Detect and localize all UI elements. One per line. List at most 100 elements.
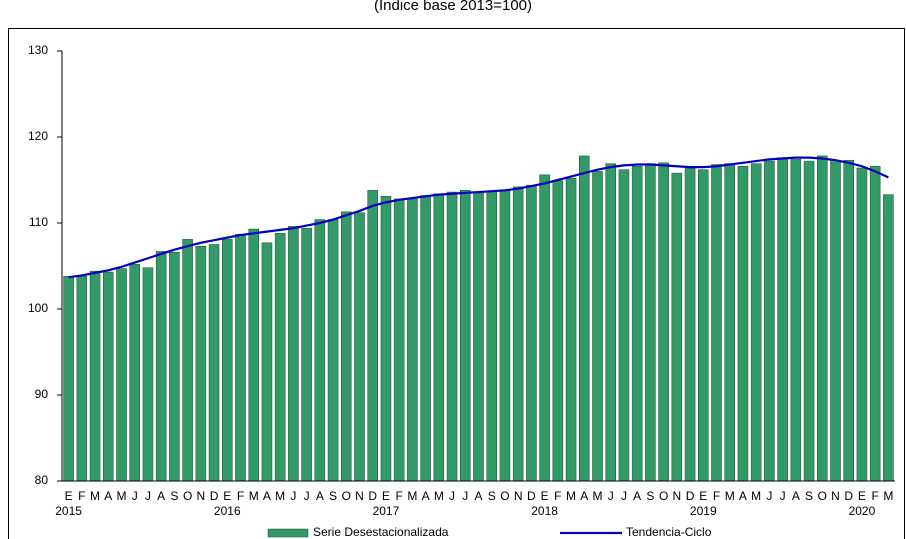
bar [407,198,418,482]
x-tick-label: F [713,489,720,503]
x-tick-label: M [883,489,893,503]
bar [750,163,762,482]
x-tick-label: N [196,489,205,503]
bar [486,190,497,482]
bar [341,211,352,482]
bar [856,167,868,482]
bar [777,157,788,482]
x-tick-label: M [90,489,100,503]
bar [129,264,140,482]
x-tick-label: N [831,489,840,503]
year-label: 2016 [214,504,241,518]
x-tick-label: D [686,489,695,503]
chart-frame [8,28,905,539]
bar [446,191,458,482]
bar [195,245,207,482]
bar [63,276,74,482]
bar [155,251,167,482]
x-tick-label: M [117,489,127,503]
x-tick-label: D [844,489,853,503]
x-tick-label: S [329,489,337,503]
x-tick-label: N [355,489,364,503]
bar [103,271,114,482]
y-tick-label: 100 [28,301,48,315]
bar [222,239,233,482]
x-tick-label: O [818,489,827,503]
x-tick-label: A [739,489,747,503]
x-tick-label: M [566,489,576,503]
x-tick-label: F [78,489,85,503]
x-tick-label: S [488,489,496,503]
bar [883,194,894,482]
bar [261,242,273,482]
bar [645,163,656,482]
bar [116,268,127,482]
x-tick-label: F [554,489,561,503]
bar [658,162,669,482]
bar [512,186,524,482]
x-tick-label: A [792,489,800,503]
x-tick-label: D [527,489,536,503]
x-tick-label: F [395,489,402,503]
x-tick-label: J [449,489,455,503]
x-tick-label: A [263,489,271,503]
bar [89,270,101,482]
x-tick-label: A [104,489,112,503]
year-label: 2015 [55,504,82,518]
x-tick-label: J [304,489,310,503]
bar [288,226,299,482]
x-tick-label: M [725,489,735,503]
bar [301,227,312,482]
bar [830,159,841,482]
legend-swatch [267,528,309,538]
bar [327,219,339,482]
bar [526,184,537,482]
bar [76,276,88,482]
x-tick-label: F [871,489,878,503]
bar [592,171,603,482]
y-tick-label: 80 [35,473,49,487]
x-tick-label: S [646,489,654,503]
x-tick-label: N [514,489,523,503]
bar [790,159,802,482]
bar [248,228,259,482]
y-tick-label: 90 [35,387,49,401]
y-tick-label: 120 [28,129,48,143]
year-label: 2017 [373,504,400,518]
x-tick-label: M [593,489,603,503]
bar [393,198,405,482]
bar [433,193,445,482]
x-tick-label: J [780,489,786,503]
bar [737,165,749,482]
x-tick-label: M [275,489,285,503]
bar [565,178,577,482]
bar [605,163,616,482]
x-tick-label: O [183,489,192,503]
x-tick-label: N [672,489,681,503]
bar [711,164,722,482]
x-tick-label: M [434,489,444,503]
x-tick-label: J [766,489,772,503]
bar [843,159,854,482]
x-tick-label: E [382,489,390,503]
year-label: 2018 [531,504,558,518]
year-label: 2020 [849,504,876,518]
x-tick-label: O [500,489,509,503]
x-tick-label: J [132,489,138,503]
x-tick-label: A [580,489,588,503]
bar [460,190,471,482]
bar [235,233,246,482]
bar [579,155,590,482]
bar [380,196,392,482]
x-tick-label: E [699,489,707,503]
x-tick-label: S [170,489,178,503]
x-tick-label: O [342,489,351,503]
x-tick-label: J [608,489,614,503]
y-tick-label: 130 [28,43,48,57]
bar [182,239,193,482]
year-label: 2019 [690,504,717,518]
x-tick-label: S [805,489,813,503]
x-tick-label: E [541,489,549,503]
x-tick-label: J [621,489,627,503]
